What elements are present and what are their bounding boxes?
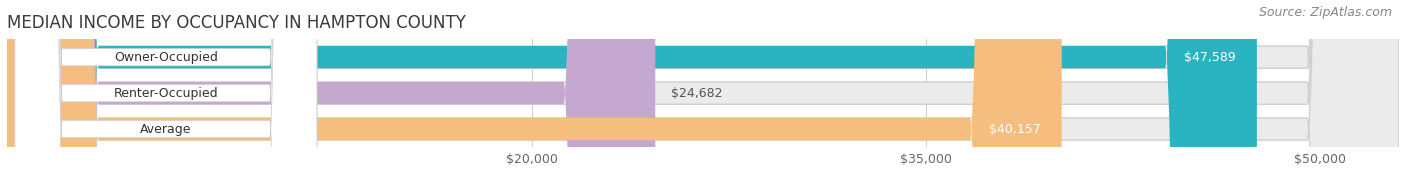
Text: Average: Average [141, 122, 191, 135]
Text: $24,682: $24,682 [671, 87, 723, 100]
Text: $47,589: $47,589 [1184, 51, 1236, 64]
FancyBboxPatch shape [7, 0, 1399, 196]
FancyBboxPatch shape [7, 0, 1399, 196]
FancyBboxPatch shape [7, 0, 655, 196]
Text: MEDIAN INCOME BY OCCUPANCY IN HAMPTON COUNTY: MEDIAN INCOME BY OCCUPANCY IN HAMPTON CO… [7, 14, 465, 32]
Text: $40,157: $40,157 [988, 122, 1040, 135]
Text: Source: ZipAtlas.com: Source: ZipAtlas.com [1258, 6, 1392, 19]
FancyBboxPatch shape [7, 0, 1062, 196]
FancyBboxPatch shape [15, 0, 316, 196]
FancyBboxPatch shape [7, 0, 1399, 196]
FancyBboxPatch shape [7, 0, 1257, 196]
FancyBboxPatch shape [15, 0, 316, 196]
FancyBboxPatch shape [15, 0, 316, 196]
Text: Owner-Occupied: Owner-Occupied [114, 51, 218, 64]
Text: Renter-Occupied: Renter-Occupied [114, 87, 218, 100]
